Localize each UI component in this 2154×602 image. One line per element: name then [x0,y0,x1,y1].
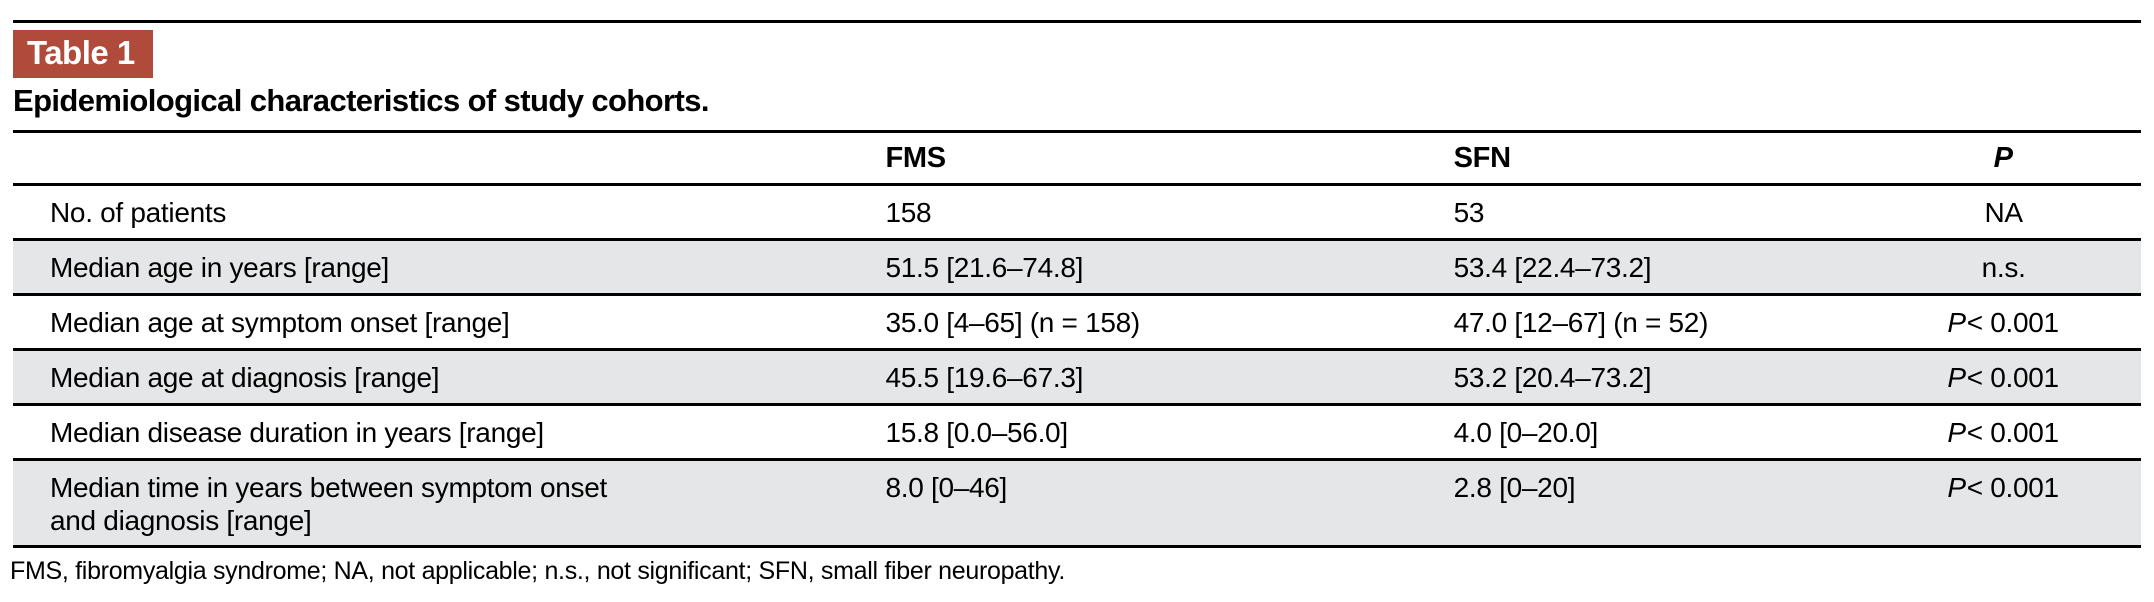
table-row: Median age at diagnosis [range] 45.5 [19… [13,351,2141,406]
p-value-text: < 0.001 [1966,362,2059,393]
sfn-value-cell: 2.8 [0–20] [1453,472,1576,503]
row-label-cell: Median time in years between symptom ons… [50,472,607,536]
row-label-cell: Median age at symptom onset [range] [50,307,510,338]
col-header-fms: FMS [885,142,946,174]
p-value-cell: P< 0.001 [1879,406,2141,457]
top-rule [13,20,2141,23]
sfn-value-cell: 53 [1453,197,1485,228]
table-row: No. of patients 158 53 NA [13,186,2141,241]
row-label-cell: Median age at diagnosis [range] [50,362,440,393]
table-row: Median age at symptom onset [range] 35.0… [13,296,2141,351]
p-symbol: P [1947,417,1966,448]
p-value-cell: NA [1879,186,2141,237]
p-value-text: NA [1984,197,2023,228]
p-value-cell: n.s. [1879,241,2141,292]
fms-value-cell: 51.5 [21.6–74.8] [885,252,1084,283]
fms-value-cell: 35.0 [4–65] (n = 158) [885,307,1140,338]
table-title: Epidemiological characteristics of study… [13,83,709,118]
figure-container: Table 1 Epidemiological characteristics … [10,20,2141,586]
table-row: Median age in years [range] 51.5 [21.6–7… [13,241,2141,296]
fms-value-cell: 158 [885,197,932,228]
col-header-empty [13,133,885,150]
fms-value-cell: 8.0 [0–46] [885,472,1008,503]
table-header-row: FMS SFN P [13,133,2141,186]
p-value-cell: P< 0.001 [1879,461,2141,512]
row-label-cell: Median disease duration in years [range] [50,417,544,448]
table-footnote: FMS, fibromyalgia syndrome; NA, not appl… [10,557,1066,585]
p-value-text: < 0.001 [1966,307,2059,338]
p-symbol: P [1947,307,1966,338]
p-value-cell: P< 0.001 [1879,351,2141,402]
sfn-value-cell: 4.0 [0–20.0] [1453,417,1599,448]
p-symbol: P [1947,362,1966,393]
sfn-value-cell: 53.2 [20.4–73.2] [1453,362,1652,393]
table-row: Median disease duration in years [range]… [13,406,2141,461]
fms-value-cell: 45.5 [19.6–67.3] [885,362,1084,393]
col-header-sfn: SFN [1453,142,1511,174]
data-table: FMS SFN P No. of patients 158 53 NA Medi… [13,130,2141,548]
p-value-text: n.s. [1981,252,2026,283]
p-symbol: P [1947,472,1966,503]
fms-value-cell: 15.8 [0.0–56.0] [885,417,1068,448]
col-header-p: P [1993,142,2013,174]
p-value-text: < 0.001 [1966,472,2059,503]
table-row: Median time in years between symptom ons… [13,461,2141,548]
p-value-text: < 0.001 [1966,417,2059,448]
sfn-value-cell: 53.4 [22.4–73.2] [1453,252,1652,283]
p-value-cell: P< 0.001 [1879,296,2141,347]
row-label-cell: No. of patients [50,197,227,228]
sfn-value-cell: 47.0 [12–67] (n = 52) [1453,307,1709,338]
table-number-badge: Table 1 [13,30,153,78]
row-label-cell: Median age in years [range] [50,252,390,283]
